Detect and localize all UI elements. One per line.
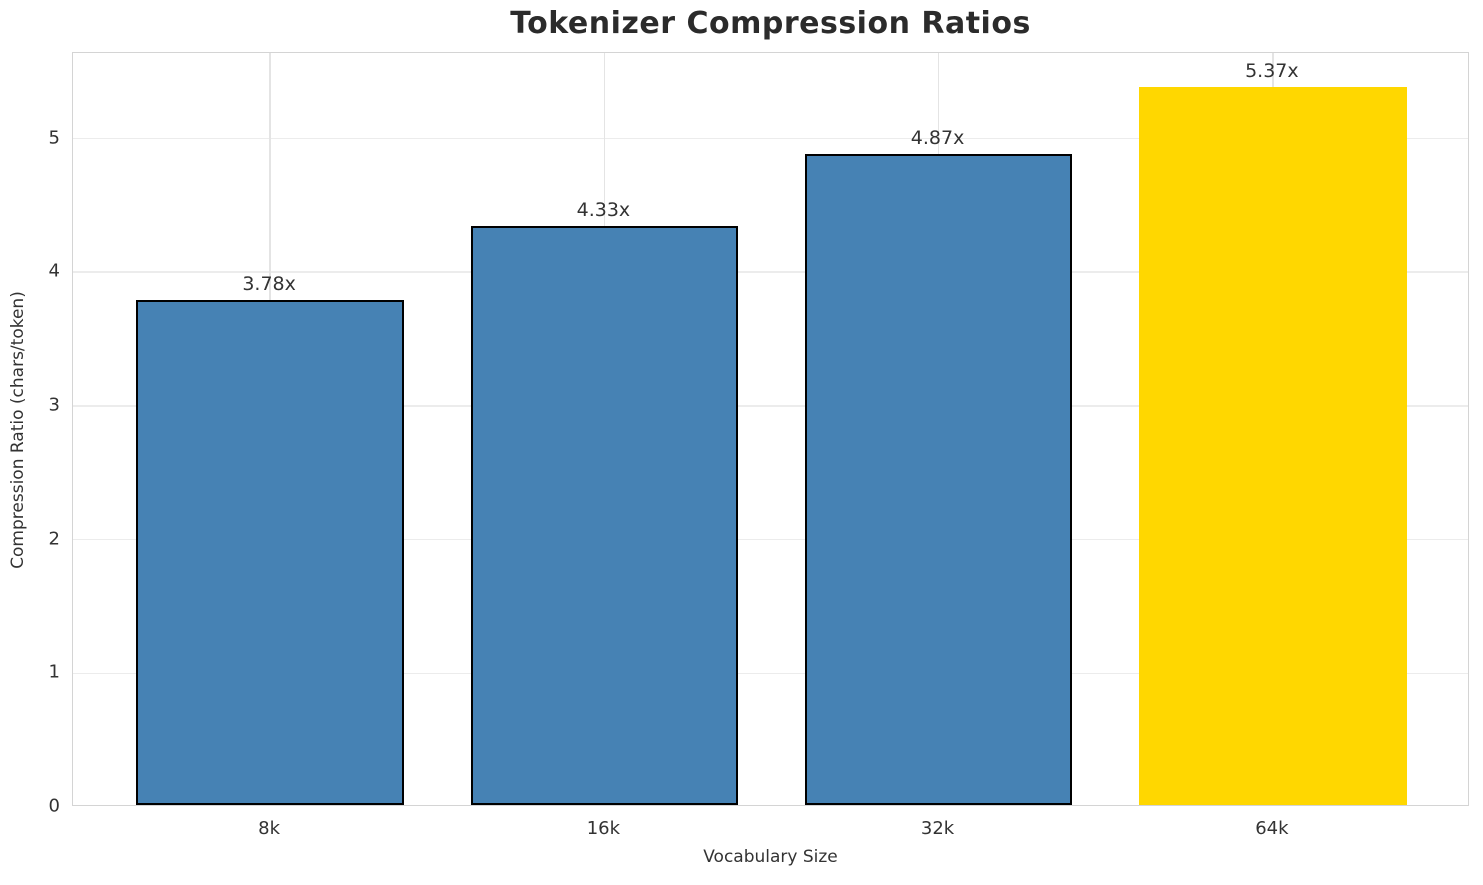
x-tick-label-64k: 64k xyxy=(1255,818,1289,839)
bar-value-label-8k: 3.78x xyxy=(242,272,296,295)
x-tick-label-32k: 32k xyxy=(920,818,955,839)
h-gridline-5 xyxy=(73,137,1468,140)
y-tick-label-4: 4 xyxy=(48,260,60,282)
bar-16k xyxy=(470,226,739,805)
x-tick-label-16k: 16k xyxy=(586,818,621,839)
plot-area xyxy=(72,52,1469,806)
x-axis-label: Vocabulary Size xyxy=(703,847,838,867)
y-tick-label-1: 1 xyxy=(48,661,60,683)
bar-8k xyxy=(136,299,404,805)
bar-32k xyxy=(804,153,1073,805)
y-tick-label-2: 2 xyxy=(48,528,60,550)
bar-64k xyxy=(1139,87,1407,805)
x-tick-label-8k: 8k xyxy=(258,818,281,839)
y-tick-label-3: 3 xyxy=(48,394,60,416)
h-gridline-4 xyxy=(73,271,1468,273)
y-tick-label-0: 0 xyxy=(48,795,60,817)
y-axis-label: Compression Ratio (chars/token) xyxy=(8,291,28,569)
bar-value-label-64k: 5.37x xyxy=(1245,60,1299,83)
chart-title: Tokenizer Compression Ratios xyxy=(510,6,1031,41)
h-gridline-1 xyxy=(73,672,1468,675)
h-gridline-2 xyxy=(73,538,1468,541)
y-tick-label-5: 5 xyxy=(48,127,60,149)
h-gridline-3 xyxy=(73,405,1468,407)
bar-value-label-32k: 4.87x xyxy=(910,126,965,149)
bar-value-label-16k: 4.33x xyxy=(576,199,631,222)
